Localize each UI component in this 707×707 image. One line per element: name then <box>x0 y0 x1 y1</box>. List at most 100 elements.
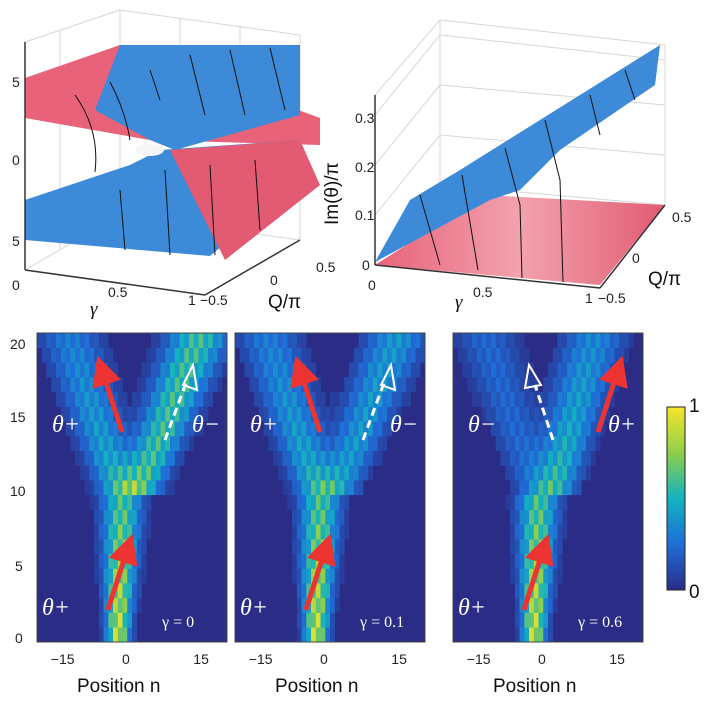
heatmap-cell <box>51 362 57 378</box>
heatmap-cell <box>301 347 307 363</box>
heatmap-cell <box>306 362 312 378</box>
heatmap-cell <box>543 377 549 393</box>
heatmap-cell <box>117 450 123 466</box>
heatmap-cell <box>277 391 283 407</box>
heatmap-cell <box>325 524 331 540</box>
heatmap-cell <box>529 524 534 540</box>
heatmap-cell <box>315 597 321 613</box>
heatmap-cell <box>189 333 194 348</box>
heatmap-cell <box>529 377 534 393</box>
heatmap-cell <box>189 347 194 363</box>
im-tick-01: 0.1 <box>355 207 375 223</box>
heatmap-cell <box>292 553 297 569</box>
heatmap-cell <box>481 347 487 363</box>
heatmap-cell <box>567 436 572 451</box>
heatmap-cell <box>619 347 625 363</box>
heatmap-cell <box>543 568 549 584</box>
heatmap-cell <box>79 406 85 422</box>
heatmap-cell <box>334 539 340 554</box>
heatmap-cell <box>151 436 156 451</box>
heatmap-cell <box>538 568 544 584</box>
heatmap-cell <box>415 362 421 378</box>
heatmap-cell <box>108 539 114 554</box>
heatmap-cell <box>505 362 511 378</box>
heatmap-cell <box>306 480 312 496</box>
heatmap-cell <box>89 362 95 378</box>
heatmap-cell <box>84 421 90 437</box>
gamma-value-label: γ = 0 <box>161 614 194 631</box>
heatmap-cell <box>505 377 511 393</box>
heatmap-cell <box>132 583 137 599</box>
heatmap-cell <box>222 362 228 378</box>
heatmap-cell <box>325 509 331 525</box>
heatmap-cell <box>273 347 278 363</box>
heatmap-cell <box>141 436 147 451</box>
heatmap-cell <box>94 465 99 481</box>
heatmap-cell <box>301 436 307 451</box>
heatmap-cell <box>179 333 185 348</box>
heatmap-cell <box>495 333 501 348</box>
heatmap-cell <box>117 480 123 496</box>
heatmap-cell <box>287 391 293 407</box>
heatmap-cell <box>79 347 85 363</box>
heatmap-cell <box>306 494 312 510</box>
heatmap-cell <box>160 465 166 481</box>
heatmap-cell <box>127 509 133 525</box>
heatmap-cell <box>193 391 199 407</box>
heatmap-cell <box>146 524 152 540</box>
heatmap-cell <box>282 362 288 378</box>
heatmap-cell <box>94 553 99 569</box>
heatmap-cell <box>344 509 350 525</box>
heatmap-cell <box>94 333 99 348</box>
heatmap-cell <box>98 480 104 496</box>
heatmap-cell <box>184 362 190 378</box>
heatmap-cell <box>476 333 482 348</box>
heatmap-cell <box>249 333 255 348</box>
heatmap-cell <box>353 465 359 481</box>
heatmap-cell <box>198 377 204 393</box>
heatmap-cell <box>165 450 171 466</box>
heatmap-cell <box>349 391 354 407</box>
heatmap-cell <box>103 480 109 496</box>
heatmap-cell <box>315 450 321 466</box>
heatmap-cell <box>514 597 520 613</box>
heatmap-cell <box>296 436 302 451</box>
heatmap-cell <box>184 347 190 363</box>
heatmap-cell <box>486 406 492 422</box>
heatmap-cell <box>296 627 302 643</box>
heatmap-cell <box>89 494 95 510</box>
heatmap-cell <box>98 494 104 510</box>
heatmap-cell <box>37 333 42 348</box>
heatmap-cell <box>325 480 331 496</box>
heatmap-cell <box>51 333 57 348</box>
y-tick-20: 20 <box>10 336 26 352</box>
heatmap-cell <box>301 421 307 437</box>
heatmap-cell <box>353 450 359 466</box>
heatmap-cell <box>282 480 288 496</box>
heatmap-cell <box>533 436 539 451</box>
heatmap-cell <box>306 627 312 643</box>
heatmap-cell <box>368 436 373 451</box>
q-tick-pos: 0.5 <box>316 259 336 275</box>
heatmap-cell <box>117 627 123 643</box>
heatmap-cell <box>94 362 99 378</box>
heatmap-cell <box>628 333 634 348</box>
heatmap-cell <box>519 436 525 451</box>
heatmap-cell <box>244 347 250 363</box>
heatmap-cell <box>368 421 373 437</box>
heatmap-cell <box>571 465 577 481</box>
heatmap-cell <box>282 391 288 407</box>
heatmap-cell <box>127 583 133 599</box>
heatmap-cell <box>141 421 147 437</box>
heatmap-cell <box>75 377 80 393</box>
heatmap-cell <box>41 347 47 363</box>
heatmap-cell <box>75 333 80 348</box>
heatmap-cell <box>505 333 511 348</box>
heatmap-cell <box>562 450 568 466</box>
heatmap-cell <box>514 362 520 378</box>
heatmap-cell <box>292 494 297 510</box>
heatmap-cell <box>353 436 359 451</box>
heatmap-cell <box>103 465 109 481</box>
heatmap-cell <box>170 421 175 437</box>
